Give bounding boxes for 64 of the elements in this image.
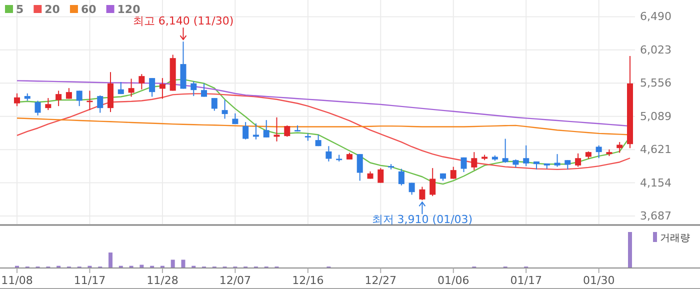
x-tick-label: 12/16	[292, 274, 324, 287]
candlestick	[159, 78, 166, 100]
bar	[181, 260, 186, 268]
y-tick-label: 5,556	[640, 76, 672, 90]
candlestick	[460, 156, 467, 173]
candlestick	[326, 146, 332, 162]
x-tick-label: 11/08	[1, 274, 33, 287]
y-tick-label: 6,023	[640, 43, 672, 56]
legend-label: 20	[44, 3, 60, 16]
candlestick	[430, 168, 436, 197]
x-tick-label: 01/06	[438, 274, 470, 287]
bar	[170, 260, 175, 268]
candlestick	[118, 82, 124, 95]
bar	[628, 232, 632, 268]
x-tick-label: 01/17	[510, 274, 542, 287]
x-tick-label: 11/28	[146, 274, 178, 287]
candlestick	[128, 78, 134, 98]
legend-label: 거래량	[660, 233, 690, 244]
bar	[108, 252, 113, 268]
candlestick	[502, 138, 508, 164]
candlestick	[222, 100, 228, 120]
y-tick-label: 4,154	[640, 176, 672, 190]
x-tick-label: 11/17	[74, 274, 106, 287]
candlestick	[471, 152, 478, 171]
y-tick-label: 3,687	[640, 210, 672, 223]
candlestick	[86, 90, 93, 111]
candlestick	[34, 100, 41, 116]
legend-label: 120	[117, 3, 141, 16]
candlestick	[575, 152, 582, 168]
candlestick	[419, 186, 426, 201]
y-tick-label: 6,490	[640, 10, 672, 24]
candlestick	[66, 88, 72, 100]
candlestick	[201, 82, 208, 98]
y-tick-label: 4,621	[640, 143, 672, 156]
legend-label: 60	[80, 3, 97, 16]
x-tick-label: 12/27	[364, 274, 396, 287]
candlestick	[242, 122, 249, 140]
candlestick	[564, 160, 571, 170]
candlestick	[45, 98, 52, 111]
candlestick	[138, 74, 145, 90]
candlestick	[14, 92, 20, 107]
candlestick	[149, 78, 156, 98]
candlestick	[398, 168, 404, 186]
legend-label: 5	[16, 3, 24, 16]
x-tick-label: 01/30	[582, 274, 615, 287]
candlestick	[356, 154, 363, 182]
candlestick	[378, 168, 384, 184]
y-tick-label: 5,089	[640, 110, 672, 123]
candlestick	[554, 154, 560, 168]
candlestick	[596, 144, 602, 159]
candlestick	[190, 80, 197, 97]
annotation: 최저 3,910 (01/03)	[372, 213, 473, 226]
annotation: 최고 6,140 (11/30)	[132, 14, 234, 28]
candlestick	[616, 142, 623, 154]
candlestick	[284, 124, 290, 138]
candlestick	[56, 90, 62, 107]
candlestick	[97, 94, 104, 114]
candlestick	[274, 116, 280, 142]
candlestick	[76, 90, 82, 107]
candlestick	[252, 122, 259, 140]
candlestick	[523, 144, 530, 167]
x-tick-label: 12/07	[219, 274, 252, 287]
candlestick	[211, 98, 218, 112]
candlestick	[263, 120, 270, 138]
